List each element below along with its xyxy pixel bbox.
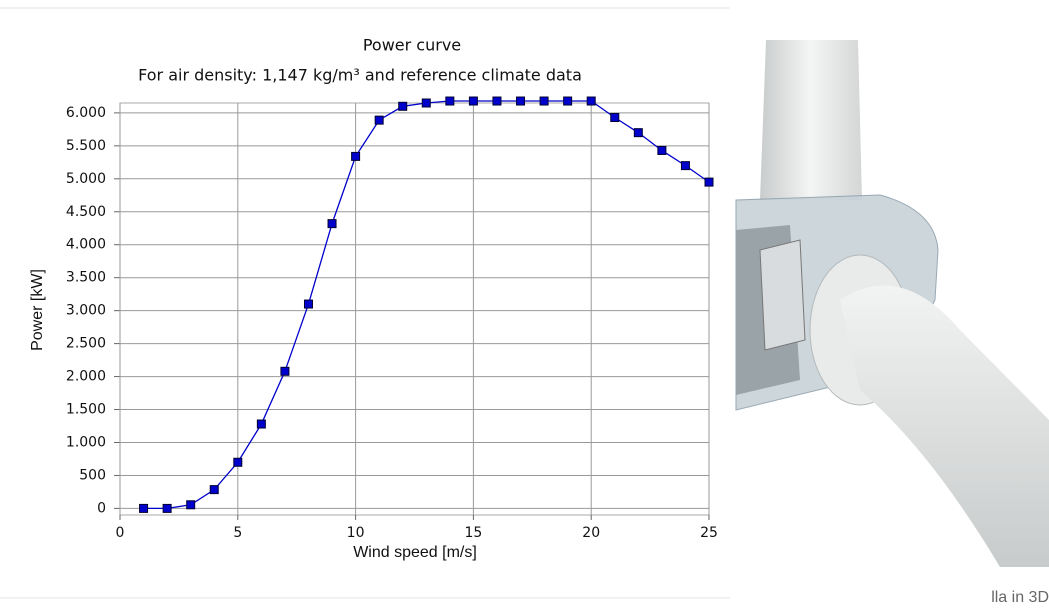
- marker: [658, 146, 666, 154]
- marker: [328, 220, 336, 228]
- turbine-photo: [736, 40, 1049, 567]
- x-tick-label: 0: [116, 525, 125, 541]
- chart: Power curve For air density: 1,147 kg/m³…: [0, 0, 1049, 610]
- marker: [304, 300, 312, 308]
- marker: [140, 504, 148, 512]
- y-tick-label: 6.000: [66, 105, 106, 121]
- x-tick-label: 5: [233, 525, 242, 541]
- marker: [681, 162, 689, 170]
- marker: [469, 97, 477, 105]
- marker: [517, 97, 525, 105]
- marker: [375, 116, 383, 124]
- marker: [446, 97, 454, 105]
- y-tick-label: 5.500: [66, 138, 106, 154]
- y-tick-label: 5.000: [66, 171, 106, 187]
- y-tick-label: 1.500: [66, 402, 106, 418]
- y-tick-label: 0: [97, 500, 106, 516]
- y-tick-label: 3.500: [66, 270, 106, 286]
- marker: [564, 97, 572, 105]
- marker: [493, 97, 501, 105]
- marker: [587, 97, 595, 105]
- marker: [210, 486, 218, 494]
- marker: [540, 97, 548, 105]
- marker: [422, 99, 430, 107]
- marker: [611, 114, 619, 122]
- marker: [634, 129, 642, 137]
- y-tick-label: 4.000: [66, 237, 106, 253]
- y-tick-label: 2.000: [66, 369, 106, 385]
- y-axis-label: Power [kW]: [29, 269, 46, 351]
- marker: [187, 501, 195, 509]
- chart-subtitle: For air density: 1,147 kg/m³ and referen…: [138, 66, 582, 85]
- x-tick-label: 15: [464, 525, 482, 541]
- y-tick-label: 4.500: [66, 204, 106, 220]
- y-tick-label: 2.500: [66, 336, 106, 352]
- caption: lla in 3D: [991, 589, 1049, 606]
- x-tick-label: 10: [347, 525, 365, 541]
- marker: [257, 420, 265, 428]
- x-tick-label: 20: [582, 525, 600, 541]
- marker: [352, 152, 360, 160]
- marker: [163, 504, 171, 512]
- marker: [281, 367, 289, 375]
- y-tick-label: 500: [79, 467, 106, 483]
- plot-area: [120, 103, 709, 515]
- x-axis-label: Wind speed [m/s]: [353, 544, 477, 561]
- page: Power curve For air density: 1,147 kg/m³…: [0, 0, 1049, 610]
- y-tick-label: 3.000: [66, 303, 106, 319]
- marker: [399, 102, 407, 110]
- marker: [705, 178, 713, 186]
- chart-title: Power curve: [363, 36, 461, 55]
- y-tick-label: 1.000: [66, 434, 106, 450]
- marker: [234, 458, 242, 466]
- x-tick-label: 25: [700, 525, 718, 541]
